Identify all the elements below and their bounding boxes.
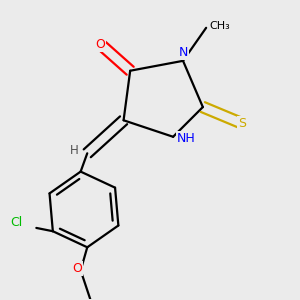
Text: H: H: [70, 143, 78, 157]
Text: NH: NH: [177, 132, 196, 145]
Text: CH₃: CH₃: [209, 21, 230, 31]
Text: N: N: [178, 46, 188, 59]
Text: O: O: [72, 262, 82, 275]
Text: Cl: Cl: [11, 217, 22, 230]
Text: S: S: [238, 117, 247, 130]
Text: O: O: [95, 38, 105, 51]
